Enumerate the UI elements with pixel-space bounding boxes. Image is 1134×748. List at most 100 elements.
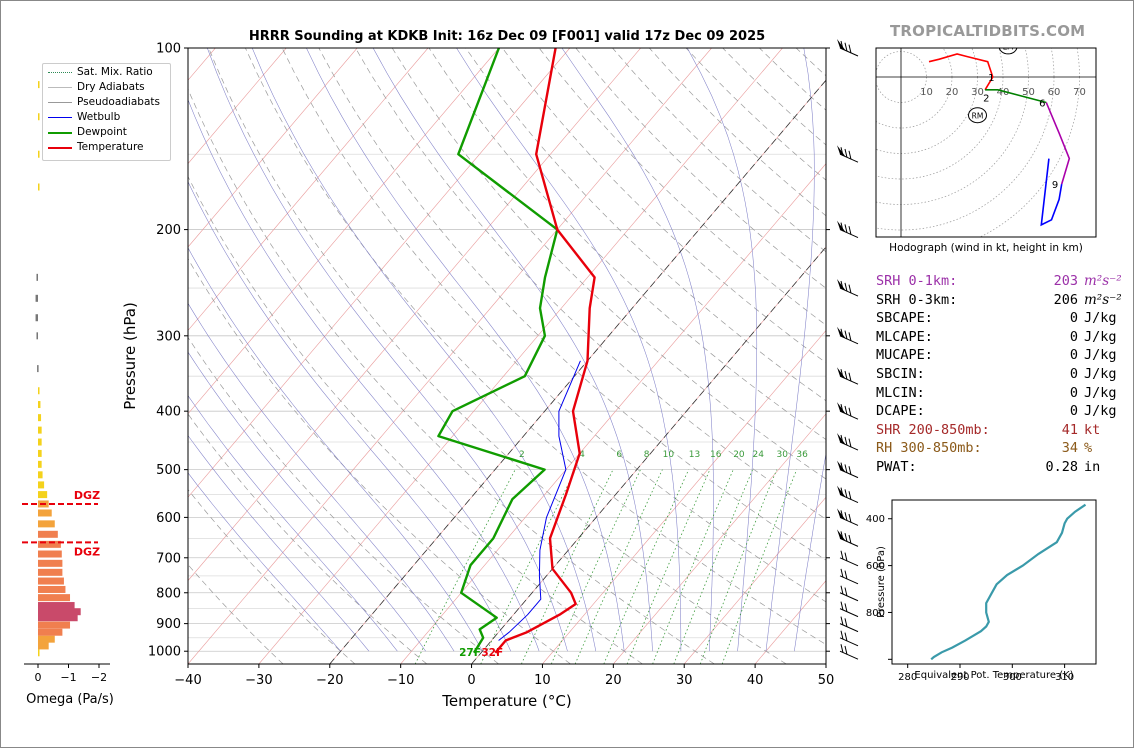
wind-barb-feather	[844, 405, 848, 415]
wind-barb-feather	[840, 510, 844, 520]
pseudoadiabat-line	[561, 48, 714, 652]
hodograph-label: Hodograph (wind in kt, height in km)	[889, 242, 1083, 254]
y-tick-label: 300	[156, 329, 181, 344]
omega-bar	[38, 471, 43, 479]
wind-barb-feather	[844, 42, 848, 52]
omega-bar	[38, 491, 48, 499]
param-label: SRH 0-1km:	[876, 273, 958, 289]
surface-temp-label: 32F	[481, 647, 503, 659]
wind-barb-feather	[840, 601, 844, 611]
wind-barb-feather	[840, 40, 844, 50]
param-value: 0	[1069, 347, 1078, 364]
dgz-isotherm	[329, 79, 826, 664]
legend-swatch-dewpoint	[48, 132, 72, 134]
pseudoadiabat-line	[207, 48, 568, 652]
omega-bar	[38, 577, 64, 585]
wind-barb	[839, 550, 859, 567]
thetae-area	[930, 503, 1087, 661]
wind-barb	[837, 279, 859, 297]
hodo-height-label: 2	[983, 93, 989, 104]
wind-barb-feather	[840, 328, 844, 338]
x-tick-label: −10	[387, 673, 414, 688]
param-unit: m²s⁻²	[1084, 291, 1122, 308]
dry-adiabat-line	[502, 48, 826, 364]
hodo-segment	[928, 53, 994, 91]
param-label: SBCAPE:	[876, 310, 933, 327]
omega-bar	[38, 426, 42, 434]
hodo-segment	[1040, 158, 1063, 227]
omega-bar	[38, 414, 42, 422]
omega-tick-label: −2	[91, 671, 107, 684]
param-row: MLCAPE: 0 J/kg	[876, 328, 1122, 347]
omega-bar	[38, 530, 58, 538]
wind-barb-feather	[844, 330, 848, 340]
wind-barb	[837, 39, 859, 57]
storm-motion-label: LM	[1003, 42, 1014, 51]
wind-barb	[837, 485, 859, 504]
wind-barb-feather	[844, 533, 848, 542]
omega-bar	[38, 387, 40, 395]
pseudoadiabat-line	[765, 48, 815, 652]
wind-barb-feather	[840, 462, 844, 472]
wind-barb	[839, 585, 859, 602]
wind-barb	[837, 433, 859, 451]
wind-barb-feather	[848, 491, 852, 500]
wind-barb	[839, 616, 859, 633]
legend-swatch-temperature	[48, 147, 72, 149]
omega-tick-label: −1	[60, 671, 76, 684]
wind-barb-feather	[840, 434, 844, 444]
dry-adiabat-line	[188, 88, 715, 664]
param-value: 0.28	[1045, 458, 1078, 475]
dry-adiabat-line	[428, 48, 826, 440]
wind-barb	[837, 220, 859, 239]
omega-bar	[38, 628, 63, 636]
wind-barb-feather	[844, 148, 848, 158]
wind-barb	[837, 508, 859, 526]
param-label: PWAT:	[876, 458, 917, 475]
wind-barb-feather	[840, 630, 844, 640]
mixing-ratio-line	[414, 469, 516, 664]
wind-barb-feather	[844, 489, 848, 499]
y-tick-label: 700	[156, 551, 181, 566]
wind-barb-feather	[844, 464, 848, 474]
dry-adiabat-line	[188, 175, 643, 664]
y-tick-label: 100	[156, 42, 181, 57]
pseudoadiabat-line	[188, 99, 540, 652]
surface-dewpoint-label: 27F	[459, 647, 481, 659]
omega-bar	[38, 608, 81, 616]
legend-item-temperature: Temperature	[77, 141, 144, 153]
omega-bar	[38, 614, 78, 622]
omega-bar	[38, 150, 40, 158]
dgz-label-top: DGZ	[74, 489, 100, 502]
param-label: SHR 200-850mb:	[876, 421, 990, 438]
wetbulb-profile	[498, 360, 581, 641]
thetae-x-tick-label: 290	[950, 672, 969, 683]
omega-bar	[38, 568, 63, 576]
pseudoadiabat-line	[188, 351, 426, 652]
mixing-ratio-line	[626, 469, 711, 664]
mixing-ratio-line	[699, 469, 778, 664]
wind-barb-feather	[844, 632, 848, 642]
param-unit: J/kg	[1084, 347, 1117, 364]
wind-barb-feather	[840, 568, 844, 578]
omega-bar	[38, 481, 45, 489]
omega-bar	[38, 401, 41, 409]
dry-adiabat-line	[355, 48, 826, 520]
thetae-y-tick-label: 600	[866, 561, 885, 572]
wind-barb-feather	[840, 616, 844, 626]
legend-item-pseudoadiabats: Pseudoadiabats	[77, 96, 160, 108]
param-row: SRH 0-3km: 206 m²s⁻²	[876, 291, 1122, 310]
param-unit: kt	[1084, 421, 1101, 438]
wind-barb-feather	[840, 404, 844, 413]
legend-item-dewpoint: Dewpoint	[77, 126, 127, 138]
y-tick-label: 600	[156, 511, 181, 526]
hodo-ring-label: 70	[1073, 87, 1086, 98]
param-unit: J/kg	[1084, 403, 1117, 420]
storm-motion-label: RM	[972, 111, 984, 120]
mixing-ratio-label: 36	[796, 450, 808, 460]
wind-barb-feather	[844, 512, 848, 521]
param-label: RH 300-850mb:	[876, 440, 982, 457]
pseudoadiabat-line	[188, 247, 483, 652]
legend-item-mixing-ratio: Sat. Mix. Ratio	[77, 66, 153, 78]
